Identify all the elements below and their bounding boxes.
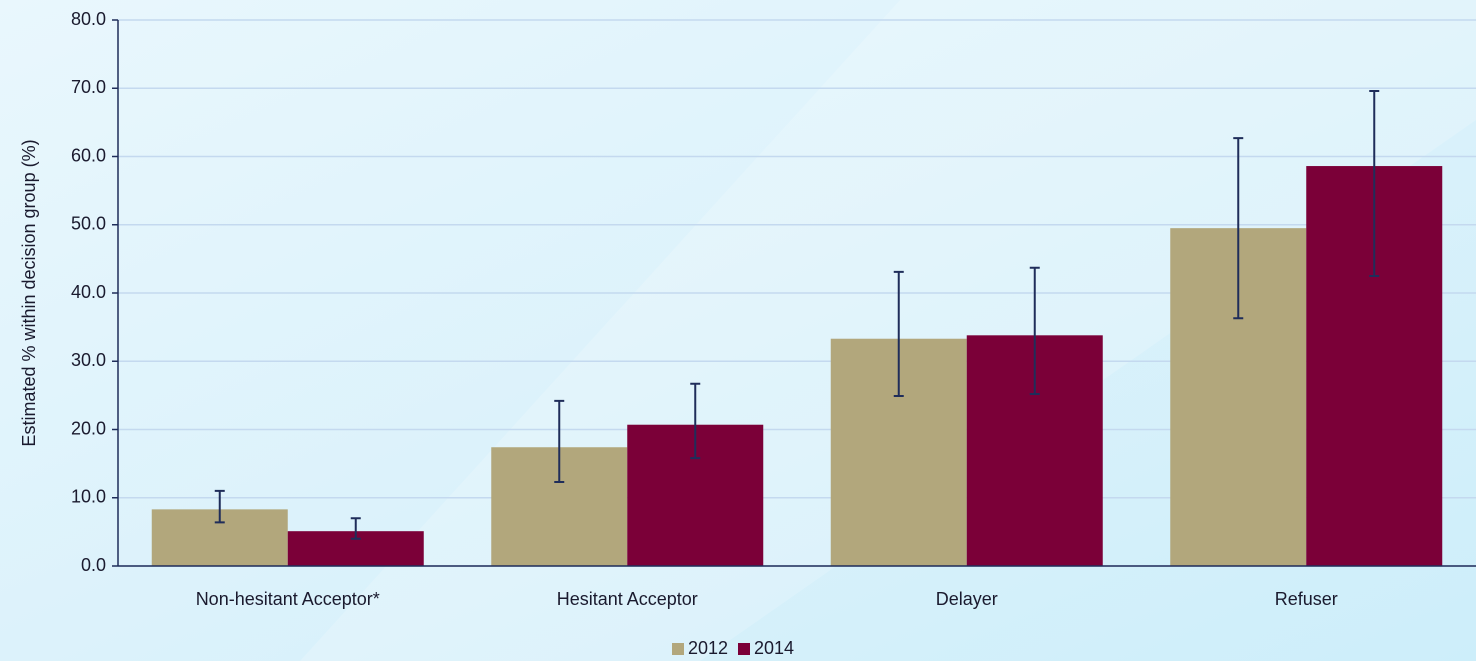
x-tick-label: Non-hesitant Acceptor* [196,589,380,609]
y-tick-label: 10.0 [71,487,106,507]
y-tick-label: 20.0 [71,418,106,438]
y-tick-label: 50.0 [71,214,106,234]
y-tick-label: 60.0 [71,145,106,165]
error-bar [893,270,904,398]
x-tick-label: Hesitant Acceptor [557,589,698,609]
legend-swatch [672,643,684,655]
y-tick-label: 70.0 [71,77,106,97]
y-tick-label: 40.0 [71,282,106,302]
error-bar [1233,137,1244,320]
error-bar [554,399,565,484]
x-tick-label: Refuser [1275,589,1338,609]
error-bar [1029,266,1040,396]
x-tick-label: Delayer [936,589,998,609]
y-axis-label: Estimated % within decision group (%) [19,139,39,446]
error-bar [350,517,361,540]
error-bar [1369,89,1380,277]
y-tick-label: 30.0 [71,350,106,370]
y-tick-label: 80.0 [71,9,106,29]
legend-label: 2014 [754,638,794,658]
legend-swatch [738,643,750,655]
error-bar [214,489,225,524]
error-bar [690,382,701,460]
legend-label: 2012 [688,638,728,658]
y-tick-label: 0.0 [81,555,106,575]
